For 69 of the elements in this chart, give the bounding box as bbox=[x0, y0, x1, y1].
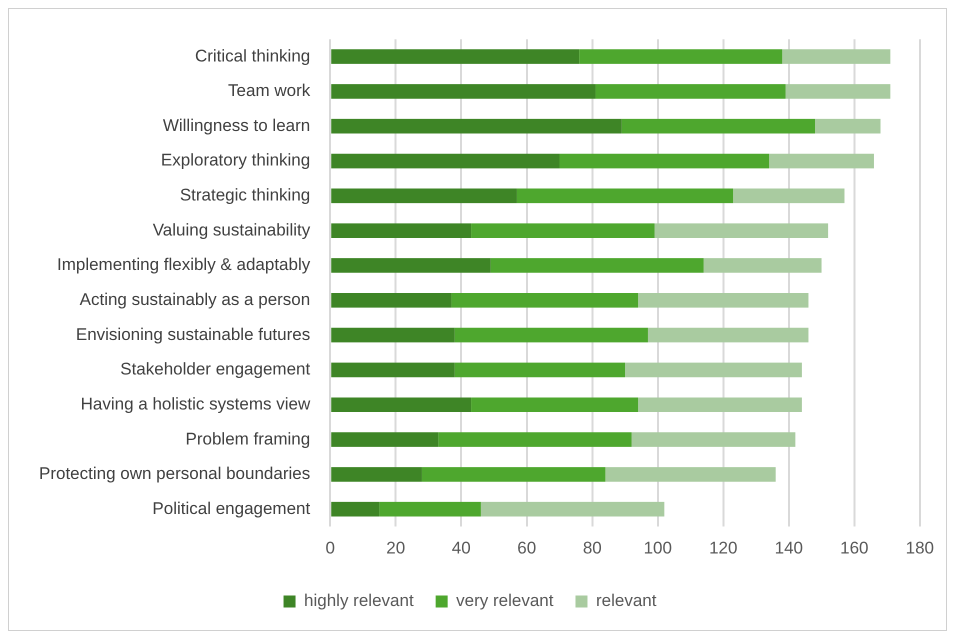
y-tick-label: Strategic thinking bbox=[180, 186, 310, 205]
bar bbox=[331, 292, 452, 308]
bar bbox=[638, 292, 808, 308]
bar bbox=[622, 118, 815, 134]
bar bbox=[451, 292, 638, 308]
bar bbox=[480, 502, 664, 517]
y-tick-label: Exploratory thinking bbox=[160, 150, 310, 170]
y-tick-label: Team work bbox=[228, 81, 311, 100]
bar bbox=[454, 328, 648, 342]
bar bbox=[471, 223, 655, 238]
y-tick-label: Political engagement bbox=[152, 498, 310, 518]
x-tick-label: 60 bbox=[517, 538, 536, 558]
bar bbox=[331, 223, 472, 238]
y-tick-label: Stakeholder engagement bbox=[120, 360, 310, 379]
bar bbox=[782, 49, 890, 64]
y-tick-label: Protecting own personal boundaries bbox=[38, 464, 310, 484]
x-tick-label: 80 bbox=[582, 538, 602, 558]
x-tick-label: 120 bbox=[709, 538, 738, 558]
bar bbox=[331, 49, 580, 64]
bar bbox=[625, 362, 802, 378]
bar bbox=[648, 328, 808, 342]
bar bbox=[596, 84, 786, 99]
y-tick-label: Having a holistic systems view bbox=[80, 394, 311, 414]
bar bbox=[769, 154, 874, 168]
x-tick-label: 180 bbox=[906, 538, 934, 558]
bar bbox=[331, 432, 438, 447]
bar bbox=[704, 258, 822, 273]
bar bbox=[632, 432, 796, 447]
bar bbox=[331, 467, 422, 482]
y-tick-label: Envisioning sustainable futures bbox=[76, 324, 310, 344]
y-tick-label: Acting sustainably as a person bbox=[80, 290, 310, 309]
bar bbox=[331, 154, 560, 168]
bar bbox=[331, 397, 472, 412]
bar bbox=[331, 188, 517, 204]
legend-label: highly relevant bbox=[304, 591, 414, 610]
x-tick-label: 0 bbox=[325, 538, 335, 558]
x-tick-label: 20 bbox=[386, 538, 406, 558]
x-tick-label: 100 bbox=[644, 538, 672, 558]
y-tick-label: Valuing sustainability bbox=[152, 220, 311, 240]
legend-label: very relevant bbox=[456, 591, 554, 610]
bar bbox=[454, 362, 626, 378]
legend-label: relevant bbox=[596, 591, 657, 610]
bar bbox=[560, 154, 770, 168]
bar bbox=[331, 502, 380, 517]
bar bbox=[331, 118, 622, 134]
bar bbox=[579, 49, 782, 64]
bar bbox=[471, 397, 638, 412]
x-tick-label: 140 bbox=[774, 538, 803, 558]
bar bbox=[331, 258, 491, 273]
y-tick-label: Implementing flexibly & adaptably bbox=[56, 255, 311, 274]
bar bbox=[379, 502, 481, 517]
bar bbox=[654, 223, 828, 238]
bar bbox=[331, 84, 596, 99]
bar bbox=[638, 397, 802, 412]
x-tick-label: 160 bbox=[840, 538, 868, 558]
bar bbox=[786, 84, 890, 99]
y-tick-label: Critical thinking bbox=[194, 46, 310, 66]
bar bbox=[438, 432, 632, 447]
bar bbox=[422, 467, 606, 482]
bar bbox=[815, 118, 881, 134]
bar bbox=[331, 362, 455, 378]
bar bbox=[733, 188, 844, 204]
bar bbox=[490, 258, 704, 273]
y-tick-label: Willingness to learn bbox=[162, 116, 310, 135]
bar bbox=[516, 188, 734, 204]
x-tick-label: 40 bbox=[452, 538, 471, 558]
bar bbox=[331, 328, 455, 342]
bar bbox=[605, 467, 776, 482]
y-tick-label: Problem framing bbox=[186, 429, 310, 448]
